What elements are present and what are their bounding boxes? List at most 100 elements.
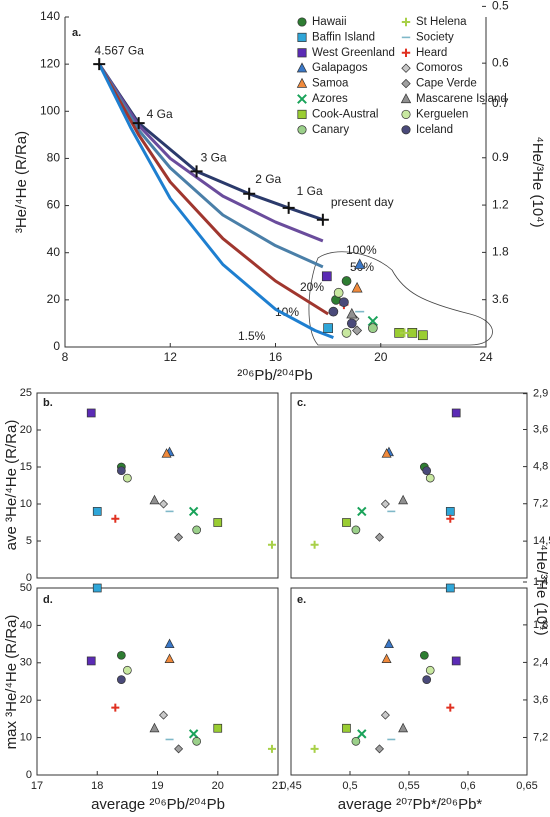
data-point xyxy=(351,525,361,535)
data-point xyxy=(446,703,455,712)
data-point xyxy=(422,675,432,684)
data-point xyxy=(92,507,102,516)
y-tick-label: 20 xyxy=(20,694,32,706)
legend-label: Iceland xyxy=(416,124,453,136)
data-point xyxy=(342,723,351,733)
data-point xyxy=(149,722,160,733)
y2-tick-label: 1,8 xyxy=(533,619,548,631)
data-point xyxy=(159,499,169,509)
data-point xyxy=(351,736,361,746)
legend-marker xyxy=(297,48,307,58)
legend-label: Baffin Island xyxy=(312,31,375,43)
axis-frame xyxy=(290,392,528,579)
data-point xyxy=(310,744,319,753)
legend-label: Cape Verde xyxy=(416,78,477,90)
y-tick-label: 40 xyxy=(47,245,61,259)
x-tick-label: 0,6 xyxy=(460,780,475,792)
age-label: 3 Ga xyxy=(201,151,227,165)
panel-label: c. xyxy=(297,397,306,409)
y-tick-label: 20 xyxy=(20,424,32,436)
data-point xyxy=(192,736,202,746)
data-field-outline xyxy=(308,251,493,346)
y2-tick-label: 3.6 xyxy=(492,292,509,306)
y-tick-label: 0 xyxy=(53,339,60,353)
data-point xyxy=(418,330,428,341)
y-tick-label: 15 xyxy=(20,461,32,473)
y-axis-label: ave ³He/⁴He (R/Ra) xyxy=(3,420,20,551)
data-point xyxy=(368,323,378,333)
legend-marker xyxy=(401,63,411,73)
data-point xyxy=(111,703,120,712)
data-point xyxy=(192,525,202,535)
axis-frame xyxy=(36,587,279,776)
data-point xyxy=(116,466,126,476)
y-tick-label: 10 xyxy=(20,498,32,510)
x-tick-label: 21 xyxy=(272,780,284,792)
x-tick-label: 20 xyxy=(374,350,388,364)
y2-tick-label: 3,6 xyxy=(533,694,548,706)
y2-tick-label: 14,5 xyxy=(533,535,550,547)
legend-label: Heard xyxy=(416,47,447,59)
x-axis-label: average ²⁰⁶Pb/²⁰⁴Pb xyxy=(91,796,225,813)
data-point xyxy=(333,287,344,298)
age-label: present day xyxy=(331,195,394,209)
data-point xyxy=(149,494,160,505)
data-point xyxy=(341,276,352,286)
x-tick-label: 20 xyxy=(212,780,224,792)
y-tick-label: 25 xyxy=(20,387,32,399)
y2-axis-label: ⁴He/³He (10⁴) xyxy=(533,544,550,635)
data-point xyxy=(341,328,352,338)
legend-marker xyxy=(400,93,412,104)
curve-label: 10% xyxy=(275,305,299,319)
x-tick-label: 18 xyxy=(91,780,103,792)
y-tick-label: 80 xyxy=(47,151,61,165)
data-point xyxy=(451,656,461,666)
y-tick-label: 60 xyxy=(47,198,61,212)
data-point xyxy=(116,650,126,660)
data-point xyxy=(398,494,409,505)
data-point xyxy=(188,506,199,517)
data-point xyxy=(380,710,390,720)
evolution-curve xyxy=(97,63,324,269)
x-tick-label: 19 xyxy=(151,780,163,792)
y2-tick-label: 7,2 xyxy=(533,498,548,510)
data-point xyxy=(267,540,276,549)
y-axis-label: ³He/⁴He (R/Ra) xyxy=(13,131,30,233)
data-point xyxy=(419,650,429,660)
legend-label: Kerguelen xyxy=(416,108,468,120)
data-point xyxy=(213,723,223,733)
data-point xyxy=(398,722,409,733)
x-tick-label: 0,5 xyxy=(342,780,357,792)
data-point xyxy=(86,656,96,666)
legend-label: Comoros xyxy=(416,62,463,74)
panel-label: a. xyxy=(72,27,81,39)
y-tick-label: 140 xyxy=(40,9,60,23)
age-label: 2 Ga xyxy=(255,172,281,186)
y2-tick-label: 0.5 xyxy=(492,0,509,13)
y-tick-label: 100 xyxy=(40,103,60,117)
legend-marker xyxy=(296,62,308,73)
data-point xyxy=(425,665,435,675)
data-point xyxy=(164,638,175,649)
data-point xyxy=(323,323,333,333)
data-point xyxy=(213,518,223,527)
age-label: 4 Ga xyxy=(147,107,173,121)
age-label: 1 Ga xyxy=(297,184,323,198)
age-mark xyxy=(282,201,295,214)
y-tick-label: 10 xyxy=(20,732,32,744)
legend-marker xyxy=(401,125,411,135)
data-point xyxy=(383,638,394,649)
y-tick-label: 0 xyxy=(26,572,32,584)
curve-label: 1.5% xyxy=(238,329,266,343)
data-point xyxy=(328,306,339,317)
panel-label: b. xyxy=(43,397,53,409)
y-axis-label: max ³He/⁴He (R/Ra) xyxy=(3,615,20,750)
data-point xyxy=(357,506,367,517)
legend-label: West Greenland xyxy=(312,47,395,59)
legend-marker xyxy=(401,78,411,89)
x-tick-label: 16 xyxy=(269,350,283,364)
legend-label: Cook-Austral xyxy=(312,108,378,120)
axis-frame xyxy=(290,587,528,776)
x-tick-label: 0,45 xyxy=(280,780,301,792)
legend-marker xyxy=(401,17,411,27)
